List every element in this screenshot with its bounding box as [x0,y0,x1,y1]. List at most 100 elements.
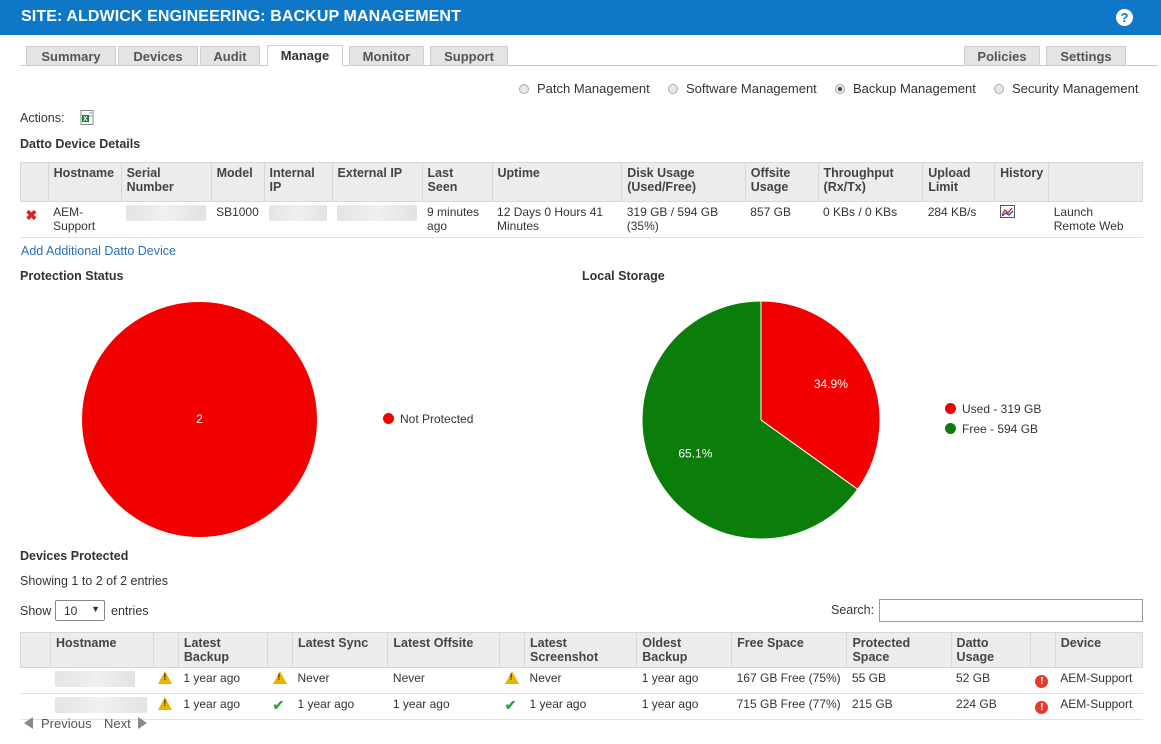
previous-label: Previous [41,716,92,731]
col-free-space[interactable]: Free Space [731,632,848,668]
legend-item-used: Used - 319 GB [945,402,1041,416]
redacted-internal-ip [269,205,328,221]
tab-policies[interactable]: Policies [964,46,1040,65]
warning-icon [504,671,519,684]
chevron-down-icon: ▼ [91,604,100,614]
tab-settings[interactable]: Settings [1046,46,1126,65]
tab-manage[interactable]: Manage [267,45,343,66]
actions-label: Actions: [20,111,65,125]
pie-slice-not-protected[interactable] [81,301,318,538]
devices-protected-table: Hostname Latest Backup Latest Sync Lates… [20,632,1144,720]
col-datto-usage[interactable]: Datto Usage [950,632,1031,668]
radio-label: Software Management [686,81,817,96]
entries-per-page-select[interactable]: 10 ▼ [55,600,105,621]
cell-model: SB1000 [211,201,265,238]
col-status [20,162,49,202]
chevron-left-icon [24,717,33,729]
col-offsite-usage[interactable]: Offsite Usage [744,162,819,202]
radio-button[interactable] [994,84,1004,94]
tab-support[interactable]: Support [430,46,508,65]
cell-serial-number [121,201,212,238]
col-history[interactable]: History [994,162,1050,202]
radio-button[interactable] [668,84,678,94]
radio-patch-management[interactable]: Patch Management [519,81,650,96]
col-oldest-backup[interactable]: Oldest Backup [636,632,733,668]
help-icon[interactable]: ? [1116,9,1133,26]
excel-export-icon[interactable]: X [80,110,94,125]
search-label: Search: [831,603,875,617]
previous-button[interactable]: Previous [24,716,92,731]
col-select [20,632,51,668]
col-latest-screenshot[interactable]: Latest Screenshot [524,632,638,668]
redacted-hostname [55,697,148,713]
col-last-seen[interactable]: Last Seen [421,162,493,202]
launch-remote-web-link[interactable]: Launch Remote Web [1048,201,1143,238]
status-cell: ✖ [20,201,49,238]
col-throughput[interactable]: Throughput (Rx/Tx) [817,162,924,202]
showing-entries-text: Showing 1 to 2 of 2 entries [20,574,169,588]
history-chart-icon[interactable] [999,205,1015,221]
col-model[interactable]: Model [210,162,265,202]
cell-select [20,693,51,720]
protection-legend: Not Protected [383,412,473,426]
error-icon: ! [1035,701,1049,714]
radio-software-management[interactable]: Software Management [668,81,817,96]
tab-devices[interactable]: Devices [118,46,198,65]
select-value: 10 [64,604,78,618]
cell-device-status: ! [1030,667,1056,694]
tab-monitor[interactable]: Monitor [349,46,424,65]
legend-swatch-free [945,423,956,434]
cell-datto-usage: 52 GB [951,667,1031,694]
radio-button-selected[interactable] [835,84,845,94]
top-bar: SITE: ALDWICK ENGINEERING: BACKUP MANAGE… [0,0,1161,35]
col-latest-backup[interactable]: Latest Backup [177,632,269,668]
legend-swatch-not-protected [383,413,394,424]
datto-device-details-title: Datto Device Details [20,137,141,151]
cell-oldest-backup: 1 year ago [636,667,732,694]
cell-screenshot-status: ✔ [499,693,525,720]
col-hostname[interactable]: Hostname [47,162,122,202]
col-latest-sync[interactable]: Latest Sync [291,632,389,668]
col-serial-number[interactable]: Serial Number [120,162,212,202]
col-latest-offsite[interactable]: Latest Offsite [387,632,501,668]
cell-latest-screenshot: Never [524,667,637,694]
radio-backup-management[interactable]: Backup Management [835,81,976,96]
cell-oldest-backup: 1 year ago [636,693,732,720]
col-internal-ip[interactable]: Internal IP [263,162,333,202]
tab-summary[interactable]: Summary [26,46,116,65]
error-icon: ! [1035,675,1049,688]
radio-security-management[interactable]: Security Management [994,81,1138,96]
col-protected-space[interactable]: Protected Space [846,632,952,668]
warning-icon [158,671,173,684]
add-datto-device-link[interactable]: Add Additional Datto Device [21,244,176,258]
cell-latest-sync: 1 year ago [292,693,388,720]
show-label: Show [20,604,52,618]
tab-audit[interactable]: Audit [200,46,260,65]
tab-bar: Summary Devices Audit Manage Monitor Sup… [20,45,1158,66]
col-hostname[interactable]: Hostname [49,632,154,668]
col-sync-status [267,632,293,668]
protection-status-title: Protection Status [20,269,124,283]
cell-latest-backup: 1 year ago [178,667,268,694]
legend-item-free: Free - 594 GB [945,422,1041,436]
next-button[interactable]: Next [104,716,147,731]
legend-swatch-used [945,403,956,414]
cell-latest-backup: 1 year ago [178,693,268,720]
cell-device: AEM-Support [1055,667,1143,694]
search-input[interactable] [879,599,1143,622]
radio-button[interactable] [519,84,529,94]
col-external-ip[interactable]: External IP [331,162,423,202]
col-uptime[interactable]: Uptime [491,162,623,202]
col-upload-limit[interactable]: Upload Limit [922,162,996,202]
col-device[interactable]: Device [1054,632,1144,668]
svg-text:X: X [83,116,88,123]
cell-hostname: AEM-Support [48,201,122,238]
legend-label-free: Free - 594 GB [962,422,1039,436]
pie-slice-used[interactable] [760,300,881,491]
pie-slice-free[interactable] [641,300,859,540]
local-storage-pie: 34.9% 65.1% [641,300,881,540]
redacted-serial [126,205,207,221]
cell-latest-sync: Never [292,667,388,694]
col-disk-usage[interactable]: Disk Usage (Used/Free) [621,162,746,202]
legend-label-used: Used - 319 GB [962,402,1042,416]
